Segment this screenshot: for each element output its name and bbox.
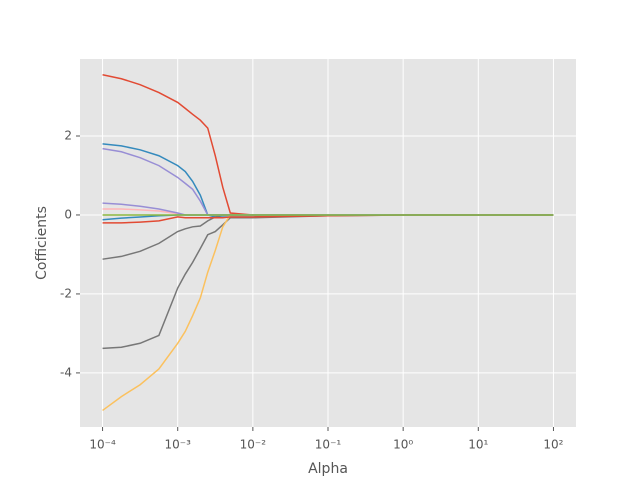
y-tick-label: 0 (64, 207, 72, 221)
x-tick-label: 10⁻³ (164, 438, 191, 452)
x-tick-label: 10⁻⁴ (89, 438, 116, 452)
x-tick-label: 10⁻² (240, 438, 267, 452)
x-axis-label: Alpha (308, 461, 348, 477)
y-tick-label: -2 (60, 286, 72, 300)
y-tick-label: 2 (64, 128, 72, 142)
x-tick-label: 10⁻¹ (315, 438, 342, 452)
x-tick-label: 10¹ (468, 438, 488, 452)
x-tick-label: 10⁰ (393, 438, 413, 452)
y-axis-label: Cofficients (34, 206, 50, 280)
x-tick-label: 10² (543, 438, 563, 452)
y-tick-label: -4 (60, 365, 72, 379)
